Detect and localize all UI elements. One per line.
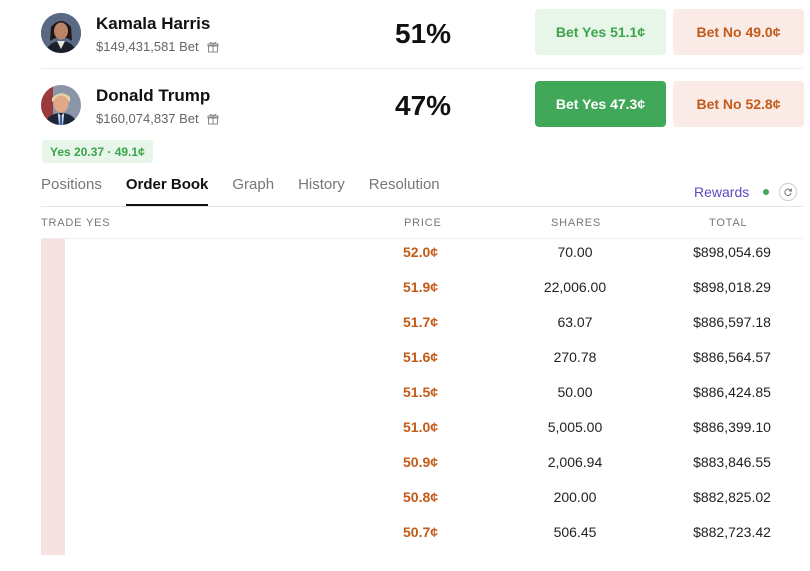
tab-order-book[interactable]: Order Book	[125, 170, 209, 206]
order-row[interactable]: 50.8¢ 200.00 $882,825.02	[41, 486, 803, 521]
order-row[interactable]: 51.0¢ 5,005.00 $886,399.10	[41, 416, 803, 451]
candidate-name: Donald Trump	[96, 86, 211, 105]
row-price: 51.7¢	[403, 314, 439, 330]
row-shares: 50.00	[557, 384, 593, 400]
row-price: 50.9¢	[403, 454, 439, 470]
volume-text: $149,431,581 Bet	[96, 39, 199, 54]
candidate-volume: $149,431,581 Bet	[96, 39, 219, 54]
selected-outcome-chip[interactable]: Yes 20.37 · 49.1¢	[42, 140, 153, 163]
order-row[interactable]: 50.7¢ 506.45 $882,723.42	[41, 521, 803, 556]
row-total: $882,825.02	[693, 489, 771, 505]
row-shares: 200.00	[553, 489, 597, 505]
row-shares: 2,006.94	[547, 454, 603, 470]
tab-resolution[interactable]: Resolution	[368, 176, 440, 193]
row-price: 51.5¢	[403, 384, 439, 400]
tabs-divider	[41, 206, 803, 207]
order-row[interactable]: 51.9¢ 22,006.00 $898,018.29	[41, 276, 803, 311]
row-price: 50.7¢	[403, 524, 439, 540]
col-header-price: PRICE	[404, 217, 442, 229]
order-row[interactable]: 50.9¢ 2,006.94 $883,846.55	[41, 451, 803, 486]
tab-positions[interactable]: Positions	[41, 176, 102, 193]
rewards-area: Rewards	[694, 183, 798, 201]
col-header-total: TOTAL	[709, 217, 748, 229]
row-total: $886,399.10	[693, 419, 771, 435]
row-shares: 506.45	[553, 524, 597, 540]
col-header-trade: TRADE YES	[41, 217, 111, 229]
order-row[interactable]: 51.6¢ 270.78 $886,564.57	[41, 346, 803, 381]
candidate-row-trump[interactable]: Donald Trump $160,074,837 Bet 47% Bet Ye…	[41, 80, 804, 140]
row-total: $882,723.42	[693, 524, 771, 540]
row-price: 52.0¢	[403, 244, 439, 260]
row-shares: 22,006.00	[543, 279, 607, 295]
divider	[41, 68, 803, 69]
row-total: $886,597.18	[693, 314, 771, 330]
bet-no-button[interactable]: Bet No 49.0¢	[673, 9, 804, 55]
tab-history[interactable]: History	[298, 176, 345, 193]
row-price: 51.9¢	[403, 279, 439, 295]
chance-percent: 47%	[395, 90, 452, 121]
row-total: $898,018.29	[693, 279, 771, 295]
volume-text: $160,074,837 Bet	[96, 111, 199, 126]
rewards-link[interactable]: Rewards	[694, 184, 750, 200]
col-header-shares: SHARES	[551, 217, 602, 229]
chance-percent: 51%	[395, 18, 452, 49]
bet-yes-button[interactable]: Bet Yes 51.1¢	[535, 9, 666, 55]
row-total: $883,846.55	[693, 454, 771, 470]
row-shares: 70.00	[557, 244, 593, 260]
candidate-volume: $160,074,837 Bet	[96, 111, 219, 126]
candidate-name: Kamala Harris	[96, 14, 211, 33]
gift-icon[interactable]	[207, 41, 219, 53]
order-depth-bar	[41, 239, 65, 555]
candidate-row-harris[interactable]: Kamala Harris $149,431,581 Bet 51% Bet Y…	[41, 8, 804, 68]
bet-no-button[interactable]: Bet No 52.8¢	[673, 81, 804, 127]
bet-yes-button[interactable]: Bet Yes 47.3¢	[535, 81, 666, 127]
row-shares: 270.78	[553, 349, 597, 365]
candidate-avatar	[41, 85, 81, 125]
row-total: $886,564.57	[693, 349, 771, 365]
tab-graph[interactable]: Graph	[232, 176, 275, 193]
header-divider	[41, 238, 803, 239]
order-row[interactable]: 52.0¢ 70.00 $898,054.69	[41, 241, 803, 276]
gift-icon[interactable]	[207, 113, 219, 125]
row-total: $898,054.69	[693, 244, 771, 260]
order-row[interactable]: 51.7¢ 63.07 $886,597.18	[41, 311, 803, 346]
row-shares: 63.07	[557, 314, 593, 330]
order-row[interactable]: 51.5¢ 50.00 $886,424.85	[41, 381, 803, 416]
rewards-status-dot	[763, 189, 770, 195]
row-shares: 5,005.00	[547, 419, 603, 435]
refresh-icon[interactable]	[779, 183, 798, 201]
row-total: $886,424.85	[693, 384, 771, 400]
candidate-avatar	[41, 13, 81, 53]
row-price: 51.6¢	[403, 349, 439, 365]
row-price: 51.0¢	[403, 419, 439, 435]
market-tabs: Positions Order Book Graph History Resol…	[41, 170, 464, 206]
row-price: 50.8¢	[403, 489, 439, 505]
